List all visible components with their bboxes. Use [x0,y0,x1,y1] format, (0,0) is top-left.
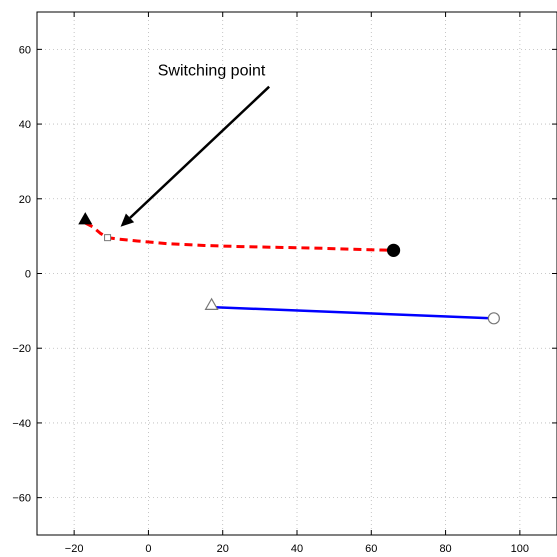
y-tick-label: 60 [19,44,31,56]
series-line-1 [84,221,394,252]
y-tick-label: −20 [12,343,31,355]
x-tick-label: 100 [511,543,529,555]
tick-layer: −20 0 20 40 60 80 100 −60 −40 −20 0 20 40 60 [12,12,557,555]
series-line-2 [211,305,494,320]
y-tick-label: −60 [12,493,31,505]
y-tick-label: 0 [25,269,31,281]
annotation-label: Switching point [158,63,266,80]
open-square-marker [104,234,112,242]
x-tick-label: 0 [145,543,151,555]
x-tick-label: 80 [439,543,451,555]
annotation-layer: Switching point [120,63,271,227]
x-tick-label: −20 [65,543,84,555]
x-tick-label: 20 [217,543,229,555]
filled-triangle-marker [78,212,93,225]
y-tick-label: 40 [19,119,31,131]
grid [37,12,557,535]
annotation-arrow-head [120,213,135,227]
open-circle-marker [487,312,500,325]
annotation-arrow-line [129,85,271,219]
open-triangle-marker [204,297,219,310]
x-tick-label: 60 [365,543,377,555]
y-tick-label: 20 [19,194,31,206]
marker-layer [78,212,500,325]
series-layer [84,221,494,320]
y-tick-label: −40 [12,418,31,430]
x-tick-label: 40 [291,543,303,555]
filled-circle-marker [386,243,401,257]
